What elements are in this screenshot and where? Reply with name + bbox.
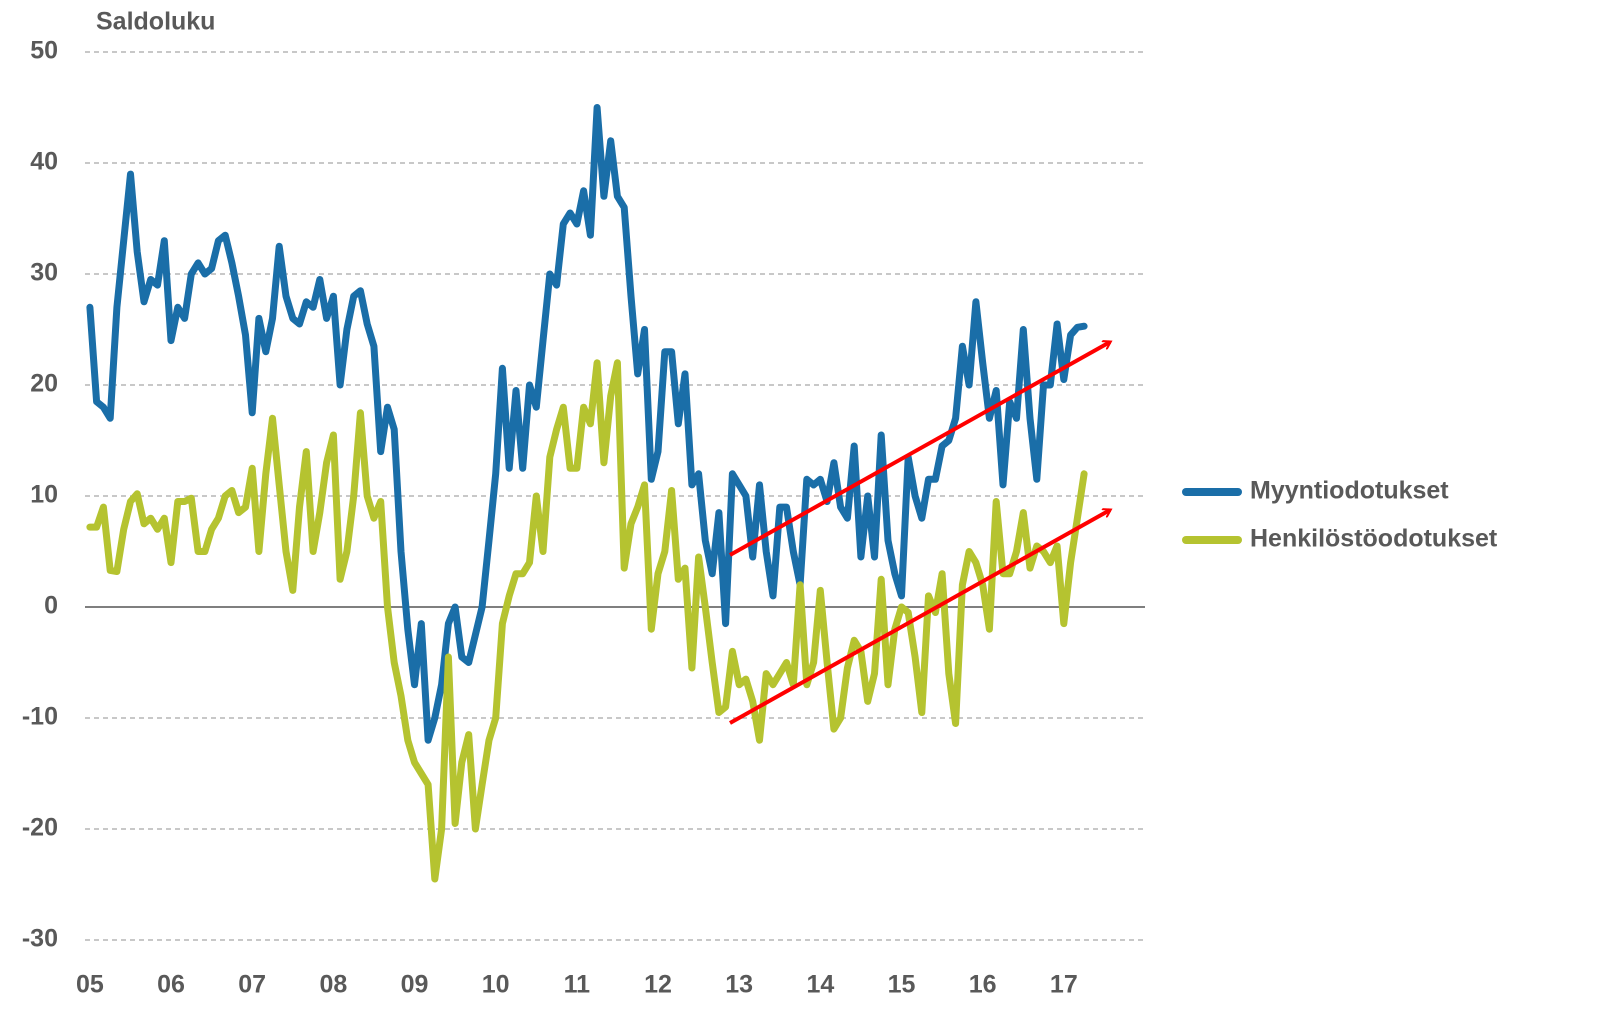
y-tick-label: 10 bbox=[30, 481, 58, 509]
y-tick-label: 40 bbox=[30, 148, 58, 176]
x-tick-label: 13 bbox=[725, 971, 753, 999]
y-tick-label: 0 bbox=[44, 592, 58, 620]
x-tick-label: 12 bbox=[644, 971, 672, 999]
plot bbox=[86, 104, 1088, 883]
y-tick-label: -30 bbox=[22, 925, 58, 953]
y-tick-label: 20 bbox=[30, 370, 58, 398]
x-tick-label: 16 bbox=[969, 971, 997, 999]
x-tick-label: 14 bbox=[806, 971, 834, 999]
legend-label: Henkilöstöodotukset bbox=[1250, 525, 1498, 553]
y-tick-label: -20 bbox=[22, 814, 58, 842]
x-tick-label: 06 bbox=[157, 971, 185, 999]
x-tick-label: 05 bbox=[76, 971, 104, 999]
trend-arrow bbox=[729, 342, 1110, 557]
trend-arrow bbox=[729, 510, 1110, 725]
x-tick-label: 15 bbox=[888, 971, 916, 999]
x-tick-label: 07 bbox=[238, 971, 266, 999]
series-line bbox=[86, 359, 1088, 883]
chart-title: Saldoluku bbox=[96, 8, 215, 36]
x-tick-label: 10 bbox=[482, 971, 510, 999]
y-tick-label: -10 bbox=[22, 703, 58, 731]
x-tick-label: 09 bbox=[401, 971, 429, 999]
x-tick-label: 17 bbox=[1050, 971, 1078, 999]
legend-label: Myyntiodotukset bbox=[1250, 477, 1449, 505]
y-tick-label: 50 bbox=[30, 37, 58, 65]
x-tick-label: 08 bbox=[319, 971, 347, 999]
series-line bbox=[86, 104, 1088, 744]
x-tick-label: 11 bbox=[564, 971, 591, 999]
y-tick-label: 30 bbox=[30, 259, 58, 287]
